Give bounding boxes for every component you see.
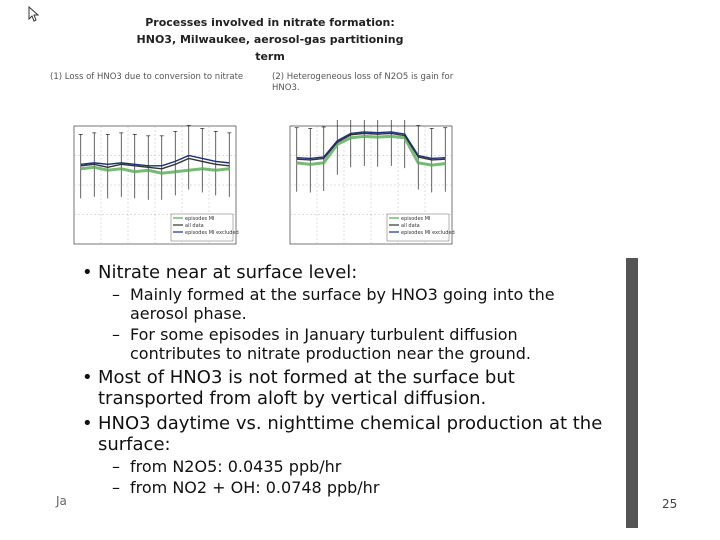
bullet-dash: – [112, 325, 120, 344]
bullet-list: • Nitrate near at surface level: – Mainly … [72, 258, 612, 497]
title-line-1: Processes involved in nitrate formation: [145, 16, 395, 29]
panel-2-caption: (2) Heterogeneous loss of N2O5 is gain f… [272, 72, 454, 93]
bullet-text: Nitrate near at surface level: [98, 262, 358, 283]
chart-panel-2: episodes MI all data episodes MI excluded [268, 120, 460, 260]
bullet-item: • Nitrate near at surface level: [72, 262, 612, 283]
title-line-2: HNO3, Milwaukee, aerosol-gas partitionin… [136, 33, 404, 63]
bullet-text: HNO3 daytime vs. nighttime chemical prod… [98, 413, 603, 455]
series-line [296, 132, 446, 161]
footer-text: Ja [56, 494, 67, 508]
sub-bullet-text: from N2O5: 0.0435 ppb/hr [130, 457, 342, 476]
legend-label: all data [401, 223, 420, 229]
legend-label: episodes MI excluded [185, 230, 239, 236]
series-line [80, 154, 230, 167]
bullet-dash: – [112, 478, 120, 497]
sub-bullet-item: – from N2O5: 0.0435 ppb/hr [72, 457, 612, 476]
legend-label: all data [185, 223, 204, 229]
bullet-text: Most of HNO3 is not formed at the surfac… [98, 367, 515, 409]
bullet-dash: – [112, 285, 120, 304]
sub-bullet-item: – For some episodes in January turbulent … [72, 325, 612, 363]
bullet-dot: • [82, 367, 93, 388]
sub-bullet-text: For some episodes in January turbulent d… [130, 325, 531, 363]
legend-label: episodes MI excluded [401, 230, 455, 236]
bullet-item: • HNO3 daytime vs. nighttime chemical pro… [72, 413, 612, 455]
series-line [296, 131, 446, 160]
mouse-cursor-icon [28, 6, 40, 22]
sub-bullet-item: – Mainly formed at the surface by HNO3 go… [72, 285, 612, 323]
panel-1-caption: (1) Loss of HNO3 due to conversion to ni… [50, 72, 244, 82]
legend-label: episodes MI [401, 216, 431, 222]
legend-label: episodes MI [185, 216, 215, 222]
sub-bullet-text: Mainly formed at the surface by HNO3 goi… [130, 285, 555, 323]
series-line [80, 165, 230, 175]
sub-bullet-text: from NO2 + OH: 0.0748 ppb/hr [130, 478, 380, 497]
slide-title: Processes involved in nitrate formation:… [120, 14, 420, 65]
bullet-dot: • [82, 413, 93, 434]
series-line [80, 157, 230, 170]
bullet-item: • Most of HNO3 is not formed at the surfa… [72, 367, 612, 409]
bullet-dot: • [82, 262, 93, 283]
vertical-bar [626, 258, 638, 528]
chart-panel-1: episodes MI all data episodes MI excluded [52, 120, 244, 260]
page-number: 25 [662, 497, 678, 511]
bullet-dash: – [112, 457, 120, 476]
sub-bullet-item: – from NO2 + OH: 0.0748 ppb/hr [72, 478, 612, 497]
series-line [296, 134, 446, 167]
